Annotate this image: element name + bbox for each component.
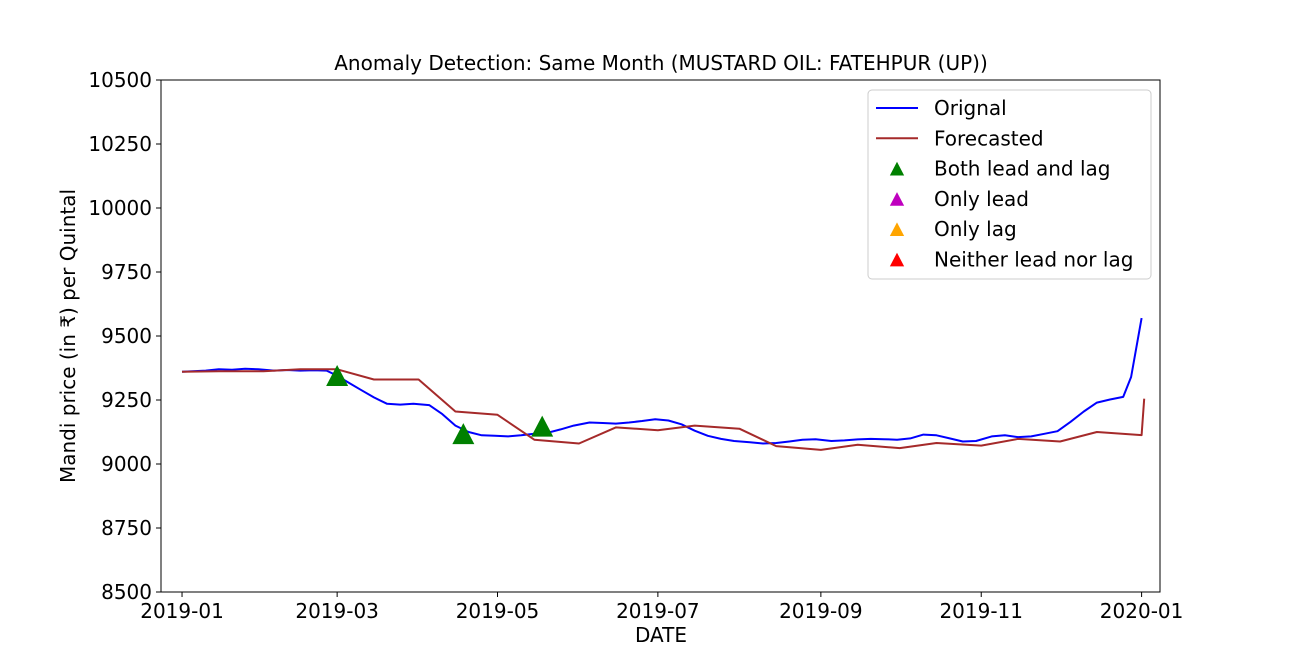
chart-title: Anomaly Detection: Same Month (MUSTARD O…: [334, 51, 988, 75]
y-tick-label: 9500: [101, 324, 152, 348]
y-axis: 8500 8750 9000 9250 9500 9750 10000 10250 10500: [88, 68, 161, 604]
x-tick-label: 2019-11: [939, 599, 1023, 623]
anomaly-marker: [531, 415, 554, 437]
y-tick-label: 8750: [101, 516, 152, 540]
x-axis: 2019-01 2019-03 2019-05 2019-07 2019-09 2019-…: [140, 592, 1183, 623]
y-tick-label: 9000: [101, 452, 152, 476]
legend-label: Both lead and lag: [934, 157, 1111, 181]
y-axis-label: Mandi price (in ₹) per Quintal: [56, 189, 80, 483]
y-tick-label: 10500: [88, 68, 152, 92]
legend-marker-swatch: [889, 252, 905, 267]
legend-box: [867, 89, 1152, 280]
x-tick-label: 2019-01: [140, 599, 224, 623]
legend-label: Only lead: [934, 187, 1029, 211]
legend-label: Orignal: [934, 96, 1007, 120]
plot-area: [181, 317, 1146, 451]
x-tick-label: 2019-03: [295, 599, 379, 623]
y-tick-label: 10250: [88, 132, 152, 156]
y-tick-label: 10000: [88, 196, 152, 220]
x-tick-label: 2019-09: [779, 599, 863, 623]
x-tick-label: 2019-05: [456, 599, 540, 623]
series-line-forecasted: [181, 368, 1146, 451]
legend-label: Forecasted: [934, 126, 1044, 150]
y-tick-label: 9250: [101, 388, 152, 412]
y-tick-label: 8500: [101, 580, 152, 604]
y-tick-label: 9750: [101, 260, 152, 284]
legend-marker-swatch: [889, 192, 905, 206]
legend-marker-swatch: [889, 222, 905, 237]
anomaly-marker: [326, 364, 349, 386]
x-axis-label: DATE: [635, 623, 687, 647]
legend-marker-swatch: [889, 161, 905, 176]
x-tick-label: 2020-01: [1100, 599, 1184, 623]
series-line-orignal: [181, 317, 1143, 445]
legend-label: Only lag: [934, 217, 1017, 241]
legend-label: Neither lead nor lag: [934, 248, 1133, 272]
legend: Orignal Forecasted Both lead and lag Only l…: [867, 89, 1152, 280]
x-tick-label: 2019-07: [616, 599, 700, 623]
anomaly-marker: [452, 423, 475, 445]
